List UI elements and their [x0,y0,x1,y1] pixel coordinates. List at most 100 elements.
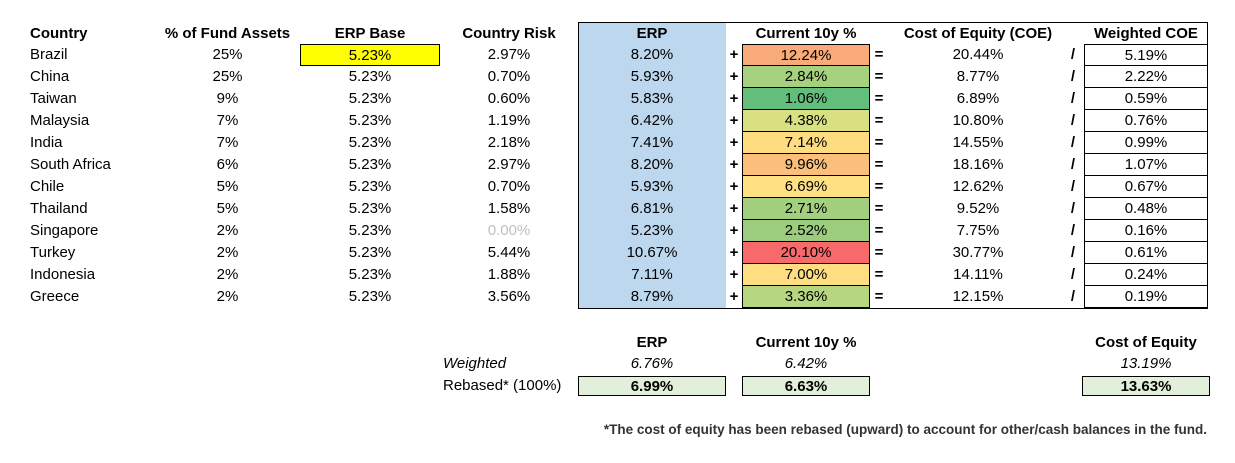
country-cell: Indonesia [30,266,96,283]
erp-base-cell: 5.23% [348,244,392,261]
slash-sign: / [1070,46,1076,63]
rebased-10y: 6.63% [742,376,870,396]
slash-sign: / [1070,178,1076,195]
weighted-coe-cell: 1.07% [1084,154,1208,176]
country-cell: Singapore [30,222,99,239]
table-row: Singapore 2% 5.23% 0.00% 5.23% +2.52% = 7.75% / 0… [0,220,1235,242]
slash-sign: / [1070,222,1076,239]
erp-cell: 5.93% [630,68,674,85]
weighted-erp: 6.76% [630,355,674,372]
erp-cell: 8.20% [630,156,674,173]
plus-sign: + [729,46,739,63]
erp-column-background [578,22,726,309]
plus-sign: + [729,134,739,151]
coe-cell: 8.77% [956,68,1000,85]
table-row: Brazil 25% 5.23% 2.97% 8.20% +12.24% = 20.44% / 5… [0,44,1235,66]
equals-sign: = [874,244,884,261]
header-country: Country [30,25,88,42]
weighted-coe-cell: 0.67% [1084,176,1208,198]
current-10y-cell: 6.69% [742,176,870,198]
table-row: Malaysia 7% 5.23% 1.19% 6.42% +4.38% = 10.80% / 0… [0,110,1235,132]
country-cell: Brazil [30,46,68,63]
header-weighted-coe: Weighted COE [1094,25,1198,42]
coe-cell: 12.15% [952,288,1004,305]
erp-base-cell: 5.23% [348,134,392,151]
table-row: Taiwan 9% 5.23% 0.60% 5.83% +1.06% = 6.89% / 0.59… [0,88,1235,110]
erp-cell: 5.23% [630,222,674,239]
erp-base-cell: 5.23% [348,90,392,107]
erp-cell: 8.79% [630,288,674,305]
erp-base-cell: 5.23% [348,68,392,85]
slash-sign: / [1070,68,1076,85]
country-risk-cell: 0.60% [487,90,531,107]
equals-sign: = [874,266,884,283]
erp-base-cell: 5.23% [348,200,392,217]
fund-assets-cell: 2% [216,244,239,261]
country-risk-cell: 3.56% [487,288,531,305]
country-risk-cell: 5.44% [487,244,531,261]
current-10y-cell: 9.96% [742,154,870,176]
summary-coe-header: Cost of Equity [1095,334,1197,351]
rebased-erp: 6.99% [578,376,726,396]
plus-sign: + [729,112,739,129]
current-10y-cell: 2.84% [742,66,870,88]
slash-sign: / [1070,112,1076,129]
table-row: Turkey 2% 5.23% 5.44% 10.67% +20.10% = 30.77% / 0… [0,242,1235,264]
coe-cell: 20.44% [952,46,1004,63]
weighted-label: Weighted [443,355,507,372]
plus-sign: + [729,244,739,261]
erp-base-cell: 5.23% [348,112,392,129]
country-risk-cell: 1.88% [487,266,531,283]
plus-sign: + [729,200,739,217]
weighted-coe-cell: 2.22% [1084,66,1208,88]
current-10y-cell: 3.36% [742,286,870,308]
slash-sign: / [1070,266,1076,283]
erp-base-cell: 5.23% [348,266,392,283]
fund-assets-cell: 7% [216,112,239,129]
table-row: Greece 2% 5.23% 3.56% 8.79% +3.36% = 12.15% / 0.1… [0,286,1235,308]
weighted-coe-cell: 0.61% [1084,242,1208,264]
rebased-label: Rebased* (100%) [443,377,562,394]
erp-base-cell: 5.23% [348,288,392,305]
coe-cell: 12.62% [952,178,1004,195]
country-cell: South Africa [30,156,111,173]
equals-sign: = [874,288,884,305]
country-risk-cell: 1.19% [487,112,531,129]
weighted-coe-cell: 0.76% [1084,110,1208,132]
coe-cell: 6.89% [956,90,1000,107]
erp-base-cell: 5.23% [348,222,392,239]
table-row: India 7% 5.23% 2.18% 7.41% +7.14% = 14.55% / 0.99… [0,132,1235,154]
country-risk-cell: 2.97% [487,156,531,173]
current-10y-cell: 4.38% [742,110,870,132]
erp-cell: 8.20% [630,46,674,63]
coe-cell: 14.55% [952,134,1004,151]
coe-cell: 30.77% [952,244,1004,261]
plus-sign: + [729,90,739,107]
coe-cell: 18.16% [952,156,1004,173]
footnote: *The cost of equity has been rebased (up… [603,422,1207,437]
slash-sign: / [1070,244,1076,261]
plus-sign: + [729,288,739,305]
country-cell: Turkey [30,244,76,261]
weighted-coe-cell: 0.16% [1084,220,1208,242]
coe-cell: 14.11% [953,266,1003,283]
country-cell: China [30,68,70,85]
weighted-coe-cell: 0.24% [1084,264,1208,286]
country-risk-cell: 2.97% [487,46,531,63]
slash-sign: / [1070,134,1076,151]
erp-cell: 5.83% [630,90,674,107]
country-risk-cell: 2.18% [487,134,531,151]
country-cell: Taiwan [30,90,77,107]
erp-base-cell: 5.23% [348,178,392,195]
equals-sign: = [874,178,884,195]
fund-assets-cell: 2% [216,288,239,305]
summary-erp-header: ERP [636,334,668,351]
current-10y-cell: 7.14% [742,132,870,154]
fund-assets-cell: 25% [212,46,243,63]
erp-base-cell: 5.23% [348,156,392,173]
coe-cell: 9.52% [956,200,1000,217]
table-row: South Africa 6% 5.23% 2.97% 8.20% +9.96% = 18.1… [0,154,1235,176]
coe-cell: 7.75% [956,222,1000,239]
header-coe: Cost of Equity (COE) [903,25,1053,42]
fund-assets-cell: 6% [216,156,239,173]
